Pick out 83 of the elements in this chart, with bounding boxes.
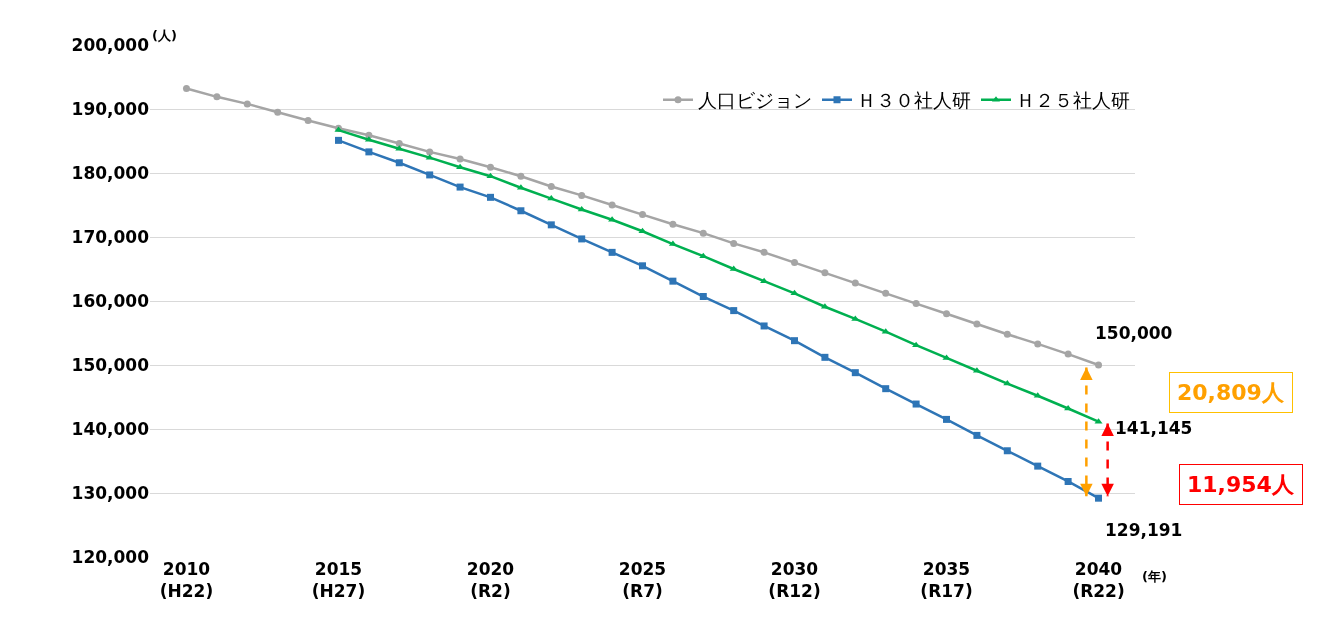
text: 20,809人 — [1177, 380, 1285, 405]
point — [851, 279, 859, 287]
y-tick-label: 180,000 — [71, 162, 150, 183]
x-tick-label: 2040 (R22) — [1072, 559, 1125, 602]
y-tick-label: 200,000 — [71, 34, 150, 55]
x-tick-label: 2035 (R17) — [920, 559, 973, 602]
point — [1003, 330, 1011, 338]
point — [639, 211, 646, 219]
y-tick-label: 150,000 — [71, 354, 150, 375]
point — [973, 431, 981, 439]
point — [395, 159, 403, 167]
point — [791, 259, 799, 267]
point — [1095, 361, 1103, 369]
x-tick-label: 2010 (H22) — [159, 559, 214, 602]
point — [791, 337, 799, 345]
point — [882, 385, 890, 393]
point — [274, 108, 282, 116]
point — [1095, 494, 1103, 502]
y-tick-label: 120,000 — [71, 546, 150, 567]
y-tick-label: 130,000 — [71, 482, 150, 503]
y-tick-label: 190,000 — [71, 98, 150, 119]
point — [790, 289, 799, 296]
point — [912, 300, 920, 308]
point — [973, 320, 981, 328]
point — [882, 289, 890, 297]
annotation: 141,145 — [1115, 418, 1193, 438]
annotation: 150,000 — [1095, 323, 1173, 343]
point — [699, 229, 707, 237]
legend-label: Ｈ３０社人研 — [857, 89, 971, 112]
y-tick-label: 160,000 — [71, 290, 150, 311]
point — [517, 207, 525, 215]
y-tick-label: 170,000 — [71, 226, 150, 247]
point — [486, 193, 494, 201]
x-tick-label: 2030 (R12) — [768, 559, 821, 602]
point — [943, 415, 951, 423]
point — [639, 262, 646, 270]
point — [821, 269, 829, 277]
point — [243, 100, 251, 108]
x-axis-title: (年) — [1142, 569, 1167, 584]
point — [851, 369, 859, 377]
point — [608, 248, 616, 256]
point — [699, 293, 707, 301]
point — [182, 85, 190, 93]
point — [578, 235, 586, 243]
y-axis-title: (人) — [152, 28, 177, 43]
point — [456, 183, 464, 191]
point — [730, 239, 738, 247]
point — [760, 322, 768, 330]
point — [760, 248, 768, 256]
point — [213, 93, 221, 101]
point — [456, 155, 464, 163]
point — [486, 163, 494, 171]
point — [426, 148, 434, 156]
point — [517, 172, 525, 180]
point — [426, 171, 434, 179]
point — [912, 400, 920, 408]
text: 11,954人 — [1187, 472, 1295, 497]
point — [547, 182, 555, 190]
point — [1064, 477, 1072, 485]
x-tick-label: 2020 (R2) — [466, 559, 515, 602]
point — [730, 307, 738, 315]
point — [669, 220, 677, 228]
point — [304, 117, 312, 125]
point — [1034, 340, 1042, 348]
point — [365, 148, 373, 156]
point — [395, 140, 403, 148]
point — [334, 136, 342, 144]
point — [669, 277, 677, 285]
point — [578, 191, 586, 199]
annotation: 129,191 — [1105, 520, 1183, 540]
point — [821, 353, 829, 361]
y-tick-label: 140,000 — [71, 418, 150, 439]
point — [577, 205, 586, 212]
legend-label: 人口ビジョン — [698, 89, 812, 112]
point — [1003, 447, 1011, 455]
point — [1064, 350, 1072, 358]
point — [608, 201, 616, 209]
point — [943, 310, 951, 318]
x-tick-label: 2015 (H27) — [311, 559, 366, 602]
x-tick-label: 2025 (R7) — [618, 559, 667, 602]
legend-label: Ｈ２５社人研 — [1016, 89, 1130, 112]
point — [1034, 462, 1042, 470]
point — [547, 221, 555, 229]
